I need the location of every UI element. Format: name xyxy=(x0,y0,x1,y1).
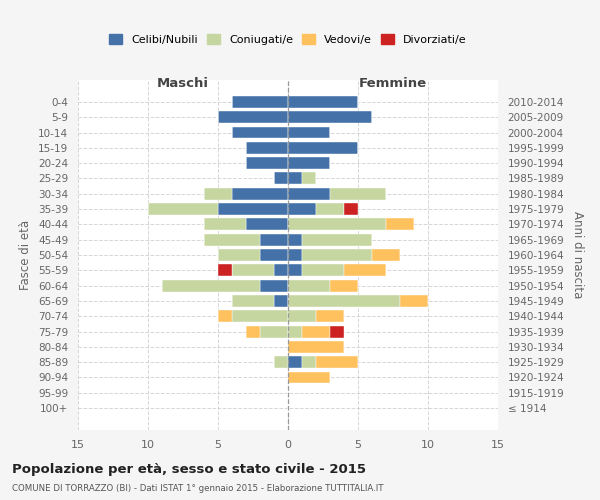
Bar xyxy=(302,264,344,276)
Bar xyxy=(260,280,288,291)
Bar xyxy=(288,172,302,184)
Bar xyxy=(288,96,358,108)
Bar xyxy=(372,249,400,261)
Bar xyxy=(148,203,218,215)
Y-axis label: Fasce di età: Fasce di età xyxy=(19,220,32,290)
Bar xyxy=(302,249,372,261)
Bar xyxy=(246,157,288,169)
Bar xyxy=(330,280,358,291)
Y-axis label: Anni di nascita: Anni di nascita xyxy=(571,212,584,298)
Bar xyxy=(344,264,386,276)
Bar xyxy=(330,188,386,200)
Bar xyxy=(232,310,288,322)
Bar xyxy=(232,188,288,200)
Bar xyxy=(288,234,302,245)
Bar xyxy=(246,326,260,338)
Bar xyxy=(274,264,288,276)
Bar xyxy=(288,218,386,230)
Bar xyxy=(274,356,288,368)
Bar xyxy=(288,142,358,154)
Bar xyxy=(302,356,316,368)
Bar xyxy=(288,310,316,322)
Bar xyxy=(386,218,414,230)
Bar xyxy=(400,295,428,307)
Bar xyxy=(288,111,372,123)
Bar xyxy=(288,356,302,368)
Legend: Celibi/Nubili, Coniugati/e, Vedovi/e, Divorziati/e: Celibi/Nubili, Coniugati/e, Vedovi/e, Di… xyxy=(105,30,471,49)
Text: COMUNE DI TORRAZZO (BI) - Dati ISTAT 1° gennaio 2015 - Elaborazione TUTTITALIA.I: COMUNE DI TORRAZZO (BI) - Dati ISTAT 1° … xyxy=(12,484,383,493)
Bar xyxy=(288,280,330,291)
Bar xyxy=(288,203,316,215)
Bar xyxy=(344,203,358,215)
Bar xyxy=(316,203,344,215)
Bar xyxy=(246,142,288,154)
Bar xyxy=(232,264,274,276)
Text: Popolazione per età, sesso e stato civile - 2015: Popolazione per età, sesso e stato civil… xyxy=(12,462,366,475)
Bar xyxy=(218,249,260,261)
Bar xyxy=(204,234,260,245)
Bar xyxy=(204,188,232,200)
Bar xyxy=(232,96,288,108)
Bar xyxy=(232,126,288,138)
Bar xyxy=(288,249,302,261)
Bar xyxy=(218,111,288,123)
Bar xyxy=(330,326,344,338)
Bar xyxy=(232,295,274,307)
Bar xyxy=(302,326,330,338)
Bar xyxy=(260,234,288,245)
Bar xyxy=(316,356,358,368)
Bar xyxy=(288,157,330,169)
Bar xyxy=(288,341,344,353)
Bar xyxy=(218,203,288,215)
Bar xyxy=(218,310,232,322)
Bar xyxy=(302,172,316,184)
Bar xyxy=(218,264,232,276)
Bar xyxy=(260,249,288,261)
Text: Femmine: Femmine xyxy=(359,76,427,90)
Bar xyxy=(302,234,372,245)
Bar xyxy=(162,280,260,291)
Bar xyxy=(288,372,330,384)
Bar xyxy=(288,126,330,138)
Text: Maschi: Maschi xyxy=(157,76,209,90)
Bar xyxy=(288,326,302,338)
Bar xyxy=(274,295,288,307)
Bar xyxy=(288,188,330,200)
Bar xyxy=(316,310,344,322)
Bar xyxy=(288,295,400,307)
Bar xyxy=(288,264,302,276)
Bar xyxy=(274,172,288,184)
Bar xyxy=(260,326,288,338)
Bar xyxy=(246,218,288,230)
Bar xyxy=(204,218,246,230)
